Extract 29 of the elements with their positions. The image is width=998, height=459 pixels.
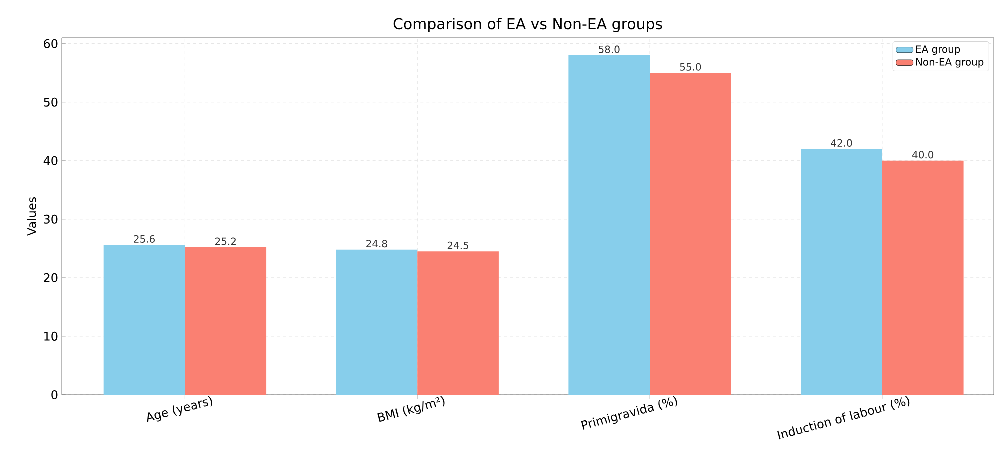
bar xyxy=(336,250,418,395)
data-label: 25.2 xyxy=(216,238,236,246)
y-tick-label: 0 xyxy=(52,390,58,400)
data-label: 24.5 xyxy=(448,242,468,250)
data-label: 58.0 xyxy=(599,46,620,54)
data-label: 40.0 xyxy=(912,151,934,159)
bar xyxy=(185,248,267,395)
legend-label: Non-EA group xyxy=(916,58,984,68)
data-label: 25.6 xyxy=(134,235,155,243)
bar xyxy=(104,245,186,395)
y-tick-label: 60 xyxy=(44,39,58,48)
y-tick-label: 20 xyxy=(44,273,58,282)
data-label: 42.0 xyxy=(831,139,852,147)
y-tick-label: 10 xyxy=(44,332,58,341)
y-tick-label: 30 xyxy=(44,214,58,224)
bar xyxy=(882,160,964,395)
y-tick-label: 50 xyxy=(44,98,58,107)
bar xyxy=(650,73,732,395)
bar xyxy=(418,252,499,395)
legend-label: EA group xyxy=(916,46,960,56)
chart-title: Comparison of EA vs Non-EA groups xyxy=(394,18,662,32)
data-label: 55.0 xyxy=(680,63,702,71)
data-label: 24.8 xyxy=(366,240,388,248)
y-tick-label: 40 xyxy=(44,156,58,166)
bar xyxy=(568,56,650,395)
y-axis-title: Values xyxy=(27,198,36,236)
x-tick-label: Induction of labour (%) xyxy=(777,396,910,440)
x-tick-label: Age (years) xyxy=(147,396,212,422)
bar xyxy=(801,149,882,395)
